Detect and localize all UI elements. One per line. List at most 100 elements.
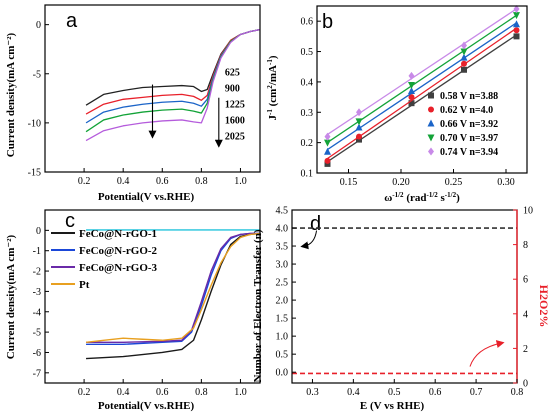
panel-label-a: a	[66, 10, 78, 32]
panel-c-y-tick-label: -3	[33, 287, 41, 298]
panel-c-series-line	[85, 232, 261, 343]
panel-c-x-tick-label: 0.6	[156, 387, 169, 398]
panel-b-data-point	[461, 66, 467, 73]
panel-label-b: b	[322, 11, 333, 33]
panel-b-data-point	[408, 71, 415, 80]
panel-d-x-tick-label: 0.8	[511, 387, 524, 398]
panel-b-data-point	[460, 48, 468, 56]
panel-d-x-tick-label: 0.4	[347, 387, 360, 398]
panel-b-frame	[316, 5, 528, 174]
panel-b-y-tick-label: 0.2	[301, 138, 314, 149]
panel-b-data-point	[513, 5, 520, 14]
panel-d-y-axis-title: Number of Electron Transfer (n)	[252, 229, 264, 382]
panel-b-legend-label: 0.62 V n=4.0	[440, 105, 493, 116]
panel-c-y-tick-label: -6	[33, 348, 41, 359]
panel-b-legend-label: 0.70 V n=3.97	[440, 133, 498, 144]
panel-d-y-tick-label: 2.0	[276, 296, 289, 307]
panel-b-legend-marker	[428, 92, 434, 99]
panel-d-right-y-tick-label: 2	[523, 344, 528, 355]
panel-d-right-y-tick-label: 4	[523, 309, 528, 320]
panel-a-y-tick-label: -15	[28, 168, 41, 179]
panel-b-data-point	[324, 157, 331, 164]
panel-b-data-point	[355, 123, 363, 131]
panel-b-x-tick-label: 0.20	[392, 177, 410, 188]
panel-d-right-y-tick-label: 8	[523, 240, 528, 251]
panel-b-legend-label: 0.58 V n=3.88	[440, 91, 498, 102]
panel-c-series-line	[86, 232, 260, 343]
panel-b-data-point	[460, 53, 468, 61]
panel-a-x-tick-label: 0.6	[156, 176, 169, 187]
panel-d-x-tick-label: 0.5	[388, 387, 401, 398]
panel-a-y-axis-title: Current density(mA cm⁻²)	[5, 32, 17, 157]
panel-c-legend-label: FeCo@N-rGO-1	[79, 228, 157, 240]
panel-a-x-tick-label: 0.2	[78, 176, 91, 187]
panel-b-data-point	[513, 27, 520, 34]
panel-a-speed-label: 1225	[225, 100, 245, 111]
panel-c-x-tick-label: 0.2	[78, 387, 91, 398]
panel-c-x-tick-label: 0.4	[117, 387, 130, 398]
panel-d-right-y-axis-title: H2O2%	[537, 285, 550, 328]
panel-d-y-tick-label: 3.0	[276, 260, 289, 271]
panel-b-data-point	[461, 60, 467, 67]
panel-d-y-tick-label: 3.5	[276, 242, 289, 253]
chart-panel-a: a Potential(V vs.RHE) Current density(mA…	[5, 4, 261, 203]
panel-a-y-tick-label: -5	[33, 69, 41, 80]
panel-d-y-tick-label: 2.5	[276, 278, 289, 289]
panel-a-y-tick-label: 0	[36, 20, 41, 31]
panel-a-y-tick-label: -10	[28, 118, 41, 129]
panel-c-y-axis-title: Current density(mA cm⁻²)	[5, 234, 17, 359]
panel-c-y-tick-label: -5	[33, 328, 41, 339]
panel-b-data-point	[461, 41, 467, 50]
panel-c-frame	[44, 209, 261, 384]
panel-c-x-tick-label: 0.8	[195, 387, 208, 398]
panel-b-x-tick-label: 0.30	[497, 177, 515, 188]
panel-a-x-tick-label: 1.0	[234, 176, 247, 187]
panel-b-data-point	[356, 133, 362, 140]
panel-b-x-tick-label: 0.25	[445, 177, 463, 188]
panel-b-legend-marker	[427, 134, 435, 142]
panel-b-y-tick-label: 0.1	[301, 169, 314, 180]
panel-b-data-point	[324, 160, 331, 167]
panel-c-y-tick-label: -2	[33, 267, 41, 278]
chart-panel-b: b ω-1/2 (rad-1/2 s-1/2) J-1 (cm2/mA-1) 0…	[266, 5, 528, 204]
panel-a-speed-label: 2025	[225, 132, 245, 143]
panel-d-y-tick-label: 1.5	[276, 314, 289, 325]
panel-a-x-tick-label: 0.4	[117, 176, 130, 187]
panel-b-legend-marker	[428, 106, 434, 113]
panel-b-data-point	[513, 12, 520, 20]
panel-c-y-tick-label: -7	[33, 368, 41, 379]
panel-d-x-tick-label: 0.6	[429, 387, 442, 398]
panel-d-frame	[291, 209, 518, 384]
panel-b-data-point	[408, 87, 415, 95]
panel-label-d: d	[310, 213, 321, 235]
panel-b-x-axis-title: ω-1/2 (rad-1/2 s-1/2)	[384, 191, 460, 204]
chart-panel-d: d E (V vs RHE) Number of Electron Transf…	[252, 206, 550, 413]
panel-b-y-tick-label: 0.4	[301, 77, 314, 88]
panel-b-data-point	[356, 136, 362, 143]
panel-c-series-line	[86, 232, 261, 360]
panel-c-y-tick-label: 0	[36, 226, 41, 237]
panel-b-data-point	[408, 100, 415, 107]
panel-d-right-y-tick-label: 10	[523, 206, 533, 217]
panel-d-y-tick-label: 4.0	[276, 224, 289, 235]
panel-b-y-tick-label: 0.5	[301, 47, 314, 58]
panel-d-right-y-tick-label: 6	[523, 275, 528, 286]
panel-d-x-tick-label: 0.3	[306, 387, 319, 398]
panel-b-data-point	[324, 132, 331, 141]
panel-d-y-tick-label: 0.5	[276, 350, 289, 361]
panel-a-speed-label: 625	[225, 68, 240, 79]
panel-b-data-point	[324, 147, 331, 155]
panel-d-x-axis-title: E (V vs RHE)	[360, 400, 425, 412]
panel-b-legend-marker	[427, 119, 435, 127]
panel-b-data-point	[356, 108, 362, 117]
panel-c-x-axis-title: Potential(V vs.RHE)	[98, 400, 195, 412]
panel-b-x-tick-label: 0.15	[340, 177, 358, 188]
panel-a-x-tick-label: 0.8	[195, 176, 208, 187]
panel-b-data-point	[355, 118, 363, 126]
panel-c-legend-label: Pt	[79, 279, 90, 291]
panel-d-right-pointer-arrow	[469, 340, 505, 367]
panel-c-legend-label: FeCo@N-rGO-3	[79, 262, 158, 274]
panel-d-y-tick-label: 4.5	[276, 206, 289, 217]
panel-b-data-point	[408, 81, 415, 89]
